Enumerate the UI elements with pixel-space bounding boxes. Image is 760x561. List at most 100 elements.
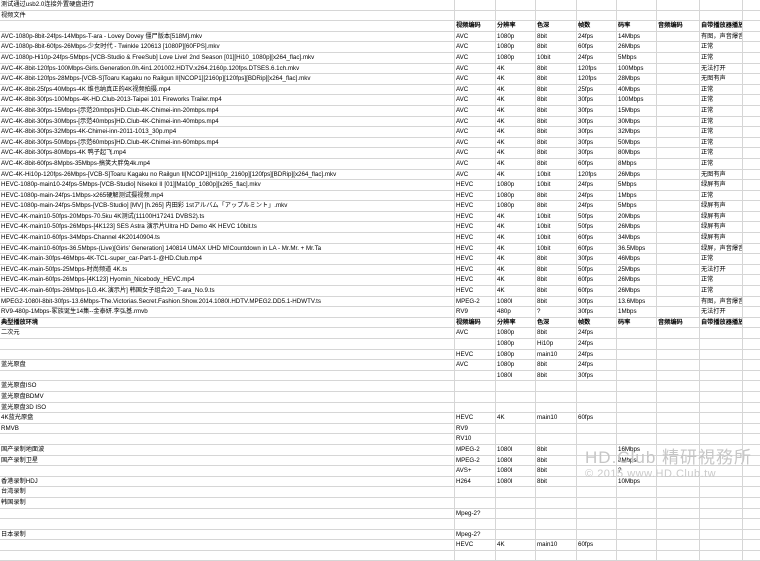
cell-r18-c5[interactable]: 1Mbps xyxy=(617,190,657,201)
cell-r18-c3[interactable]: 8bit xyxy=(536,190,577,201)
cell-r38-c0[interactable]: 蓝光原盘3D ISO xyxy=(0,402,455,413)
cell-r37-c2[interactable] xyxy=(496,391,536,402)
cell-r18-c0[interactable]: HEVC-1080p-main-24fps-1Mbps-x265硬解测试摄视频.… xyxy=(0,190,455,201)
cell-r16-c5[interactable]: 26Mbps xyxy=(617,169,657,180)
cell-r35-c5[interactable] xyxy=(617,370,657,381)
cell-r46-c2[interactable] xyxy=(496,487,536,498)
cell-r18-c2[interactable]: 1080p xyxy=(496,190,536,201)
cell-r48-c7[interactable] xyxy=(700,508,743,519)
cell-r36-c1[interactable] xyxy=(455,381,496,392)
cell-r51-c0[interactable] xyxy=(0,540,455,551)
cell-r10-c1[interactable]: AVC xyxy=(455,105,496,116)
cell-r49-c5[interactable] xyxy=(617,519,657,530)
cell-r29-c5[interactable]: 1Mbps xyxy=(617,307,657,318)
cell-r41-c1[interactable]: RV10 xyxy=(455,434,496,445)
cell-r44-c1[interactable]: AVS+ xyxy=(455,466,496,477)
cell-r7-c4[interactable]: 120fps xyxy=(577,74,617,85)
cell-r48-c6[interactable] xyxy=(657,508,700,519)
cell-r26-c4[interactable]: 60fps xyxy=(577,275,617,286)
cell-r9-c8[interactable] xyxy=(743,95,760,106)
cell-r46-c3[interactable] xyxy=(536,487,577,498)
cell-r34-c5[interactable] xyxy=(617,360,657,371)
cell-r42-c7[interactable] xyxy=(700,444,743,455)
cell-r23-c2[interactable]: 4K xyxy=(496,243,536,254)
cell-r18-c6[interactable] xyxy=(657,190,700,201)
cell-r44-c6[interactable] xyxy=(657,466,700,477)
cell-r22-c3[interactable]: 10bit xyxy=(536,233,577,244)
cell-r52-c8[interactable] xyxy=(743,550,760,561)
cell-r4-c3[interactable]: 8bit xyxy=(536,42,577,53)
cell-r49-c8[interactable] xyxy=(743,519,760,530)
cell-r29-c0[interactable]: RV9-480p-1Mbps-冢族诞生14集--金泰妍.李弘基.rmvb xyxy=(0,307,455,318)
cell-r24-c4[interactable]: 30fps xyxy=(577,254,617,265)
cell-r14-c2[interactable]: 4K xyxy=(496,148,536,159)
cell-r19-c0[interactable]: HEVC-1080p-main-24fps-5Mbps-[VCB-Studio]… xyxy=(0,201,455,212)
cell-r35-c4[interactable]: 30fps xyxy=(577,370,617,381)
cell-r45-c3[interactable]: 8bit xyxy=(536,476,577,487)
cell-r8-c0[interactable]: AVC-4K-8bit-25fps-40Mbps-4K 维也纳真正的4K视频拍摄… xyxy=(0,84,455,95)
cell-r39-c0[interactable]: 4K蓝光原盘 xyxy=(0,413,455,424)
cell-r35-c8[interactable] xyxy=(743,370,760,381)
cell-r36-c5[interactable] xyxy=(617,381,657,392)
cell-r8-c4[interactable]: 25fps xyxy=(577,84,617,95)
cell-r8-c2[interactable]: 4K xyxy=(496,84,536,95)
cell-r43-c3[interactable]: 8bit xyxy=(536,455,577,466)
cell-r4-c4[interactable]: 60fps xyxy=(577,42,617,53)
cell-r38-c8[interactable] xyxy=(743,402,760,413)
cell-r39-c5[interactable] xyxy=(617,413,657,424)
cell-r28-c1[interactable]: MPEG-2 xyxy=(455,296,496,307)
cell-r35-c0[interactable] xyxy=(0,370,455,381)
cell-r10-c4[interactable]: 30fps xyxy=(577,105,617,116)
cell-r28-c5[interactable]: 13.6Mbps xyxy=(617,296,657,307)
cell-r28-c6[interactable] xyxy=(657,296,700,307)
cell-r12-c0[interactable]: AVC-4K-8bit-30fps-32Mbps-4K-Chimei-inn-2… xyxy=(0,127,455,138)
cell-r2-c4[interactable]: 帧数 xyxy=(577,21,617,32)
cell-r30-c4[interactable]: 帧数 xyxy=(577,317,617,328)
cell-r33-c8[interactable] xyxy=(743,349,760,360)
cell-r38-c1[interactable] xyxy=(455,402,496,413)
cell-r37-c8[interactable] xyxy=(743,391,760,402)
cell-r29-c1[interactable]: RV9 xyxy=(455,307,496,318)
cell-r37-c4[interactable] xyxy=(577,391,617,402)
cell-r31-c3[interactable]: 8bit xyxy=(536,328,577,339)
cell-r44-c4[interactable] xyxy=(577,466,617,477)
cell-r25-c0[interactable]: HEVC-4K-main-50fps-25Mbps-时尚频道 4K.ts xyxy=(0,264,455,275)
cell-r40-c4[interactable] xyxy=(577,423,617,434)
cell-r42-c5[interactable]: 16Mbps xyxy=(617,444,657,455)
cell-r6-c2[interactable]: 4K xyxy=(496,63,536,74)
cell-r5-c4[interactable]: 24fps xyxy=(577,52,617,63)
cell-r10-c5[interactable]: 15Mbps xyxy=(617,105,657,116)
cell-r20-c0[interactable]: HEVC-4K-main10-50fps-20Mbps-70.5ku 4K测试(… xyxy=(0,211,455,222)
cell-r1-c7[interactable] xyxy=(700,10,743,21)
cell-r7-c1[interactable]: AVC xyxy=(455,74,496,85)
cell-r27-c5[interactable]: 26Mbps xyxy=(617,286,657,297)
cell-r35-c3[interactable]: 8bit xyxy=(536,370,577,381)
cell-r7-c6[interactable] xyxy=(657,74,700,85)
cell-r30-c1[interactable]: 视频编码 xyxy=(455,317,496,328)
cell-r1-c1[interactable] xyxy=(455,10,496,21)
cell-r19-c7[interactable]: 绿屏有声 xyxy=(700,201,743,212)
cell-r34-c6[interactable] xyxy=(657,360,700,371)
cell-r23-c6[interactable] xyxy=(657,243,700,254)
cell-r1-c0[interactable]: 视频文件 xyxy=(0,10,455,21)
cell-r35-c7[interactable] xyxy=(700,370,743,381)
cell-r13-c5[interactable]: 50Mbps xyxy=(617,137,657,148)
cell-r44-c5[interactable]: ? xyxy=(617,466,657,477)
cell-r43-c1[interactable]: MPEG-2 xyxy=(455,455,496,466)
cell-r1-c2[interactable] xyxy=(496,10,536,21)
cell-r33-c1[interactable]: HEVC xyxy=(455,349,496,360)
cell-r17-c8[interactable] xyxy=(743,180,760,191)
cell-r18-c8[interactable] xyxy=(743,190,760,201)
cell-r27-c1[interactable]: HEVC xyxy=(455,286,496,297)
cell-r25-c2[interactable]: 4K xyxy=(496,264,536,275)
cell-r51-c3[interactable]: main10 xyxy=(536,540,577,551)
cell-r24-c7[interactable]: 正常 xyxy=(700,254,743,265)
cell-r43-c5[interactable]: 8Mbps xyxy=(617,455,657,466)
cell-r14-c4[interactable]: 30fps xyxy=(577,148,617,159)
cell-r8-c3[interactable]: 8bit xyxy=(536,84,577,95)
cell-r13-c4[interactable]: 30fps xyxy=(577,137,617,148)
cell-r25-c7[interactable]: 无法打开 xyxy=(700,264,743,275)
cell-r3-c3[interactable]: 8bit xyxy=(536,31,577,42)
cell-r13-c7[interactable]: 正常 xyxy=(700,137,743,148)
cell-r3-c4[interactable]: 24fps xyxy=(577,31,617,42)
